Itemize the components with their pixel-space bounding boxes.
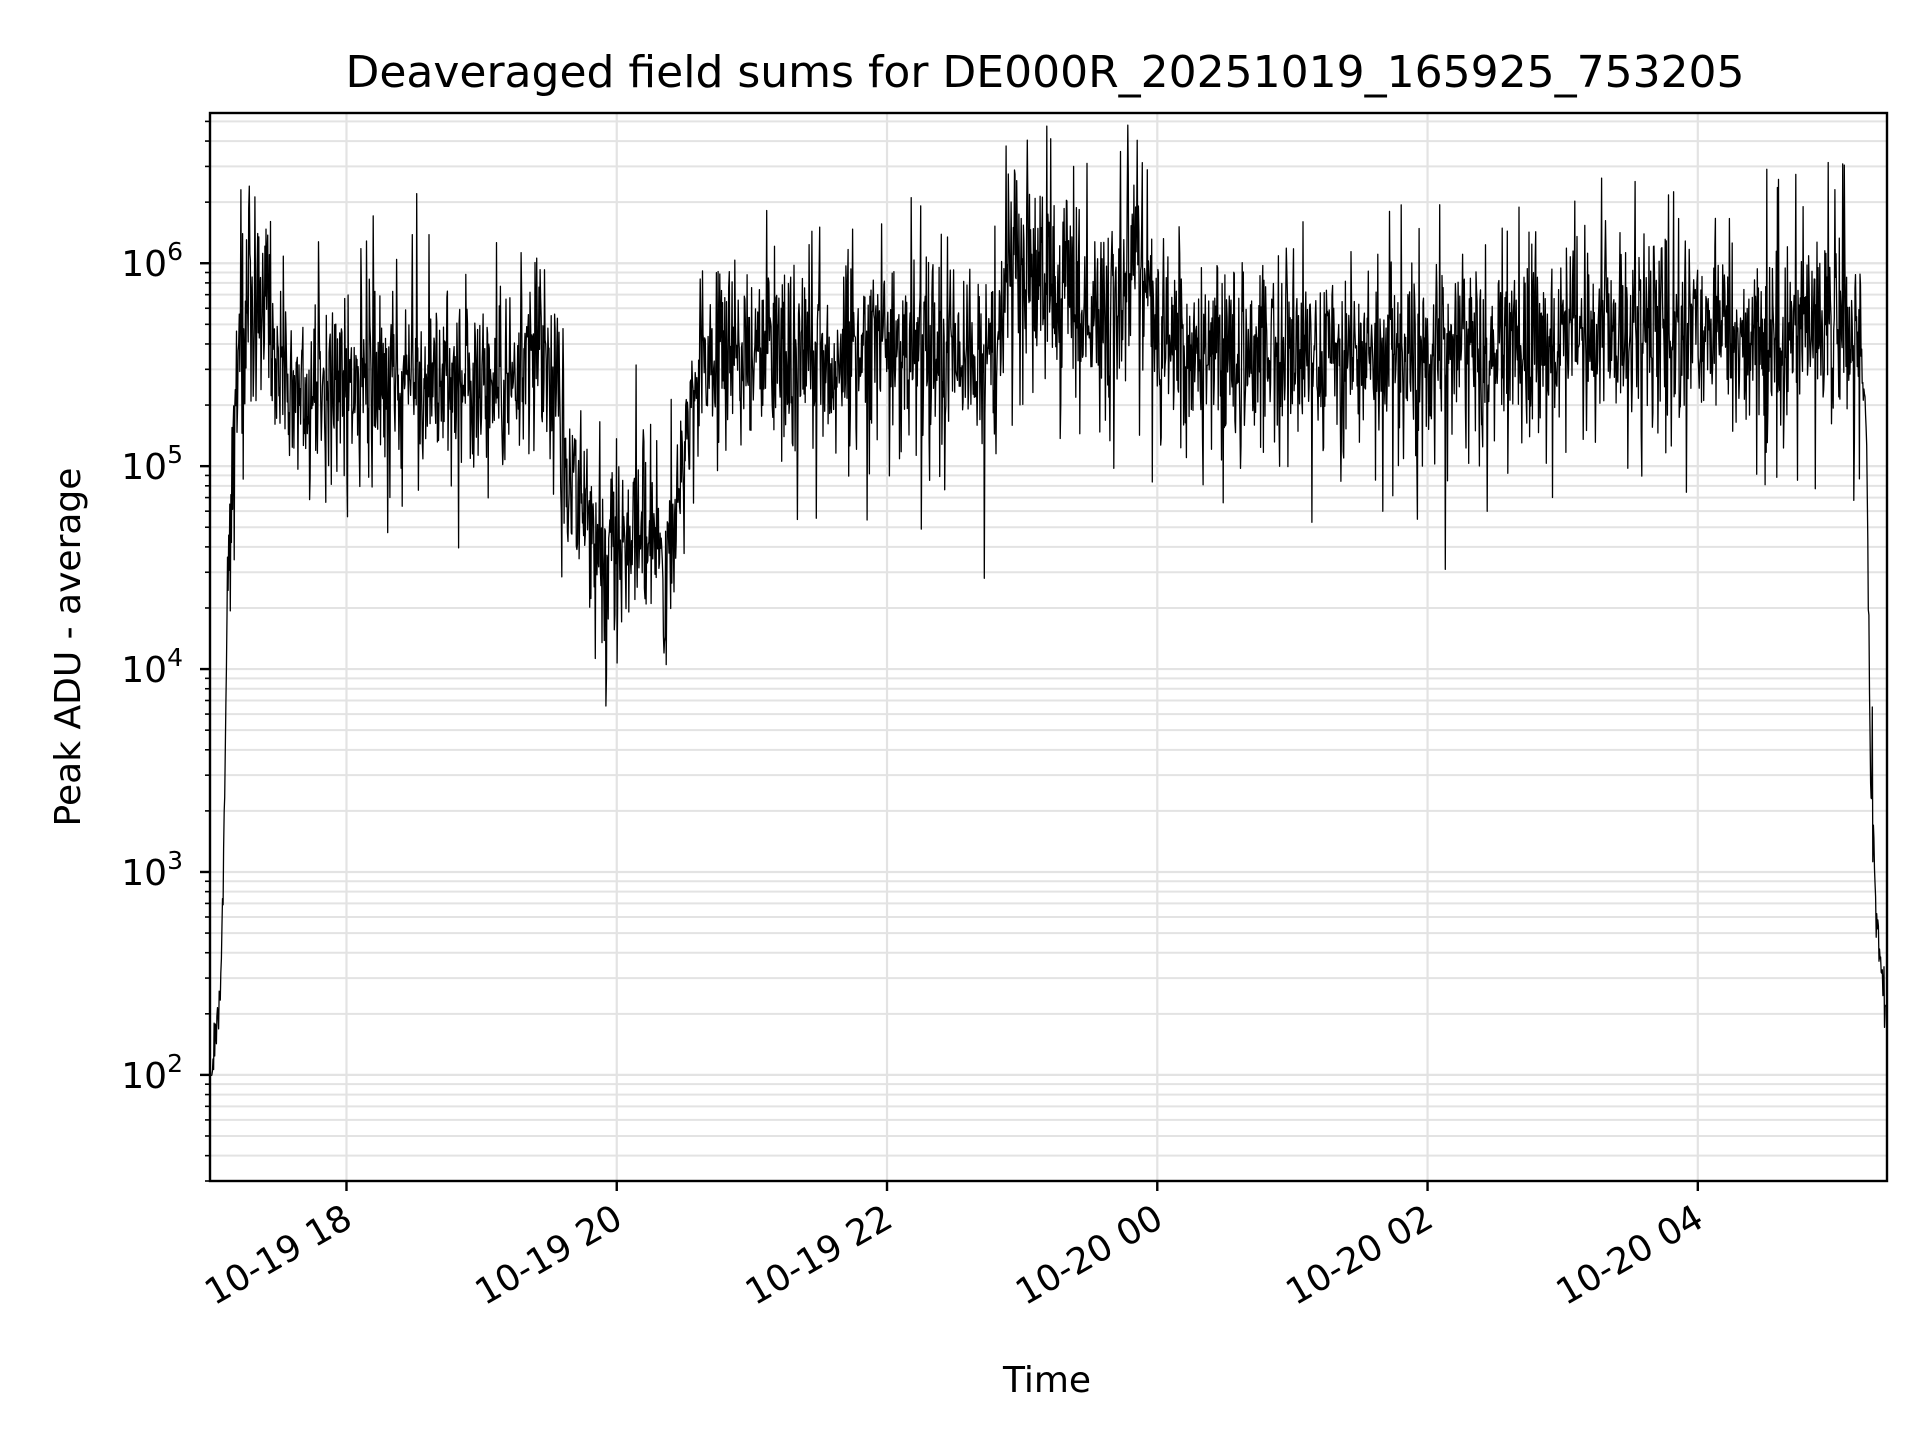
y-tick-label: 104 <box>121 643 183 691</box>
series-layer <box>210 124 1887 1077</box>
series-line <box>210 124 1887 1077</box>
x-axis-label: Time <box>1002 1360 1091 1401</box>
y-tick-label: 103 <box>121 846 183 894</box>
y-tick-label: 105 <box>121 440 183 488</box>
y-tick-label: 102 <box>121 1049 183 1097</box>
chart-title: Deaveraged field sums for DE000R_2025101… <box>345 47 1744 98</box>
y-axis-label: Peak ADU - average <box>48 468 89 827</box>
plot-frame <box>208 111 1889 1183</box>
y-tick-label: 106 <box>121 237 183 285</box>
